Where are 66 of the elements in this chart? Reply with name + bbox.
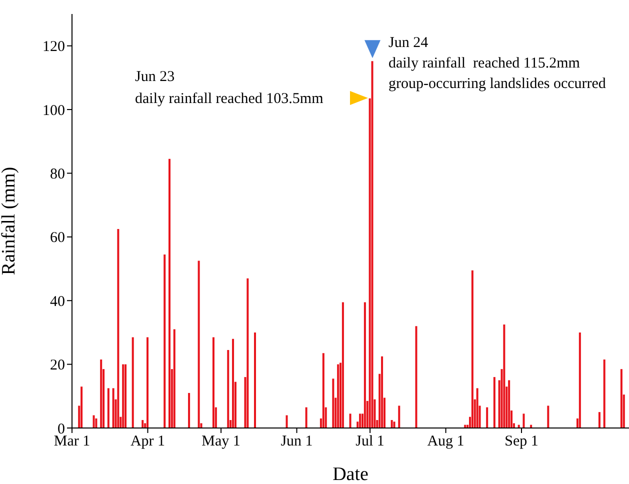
bar <box>476 388 478 428</box>
bar <box>124 364 127 428</box>
y-tick-label: 20 <box>50 358 65 374</box>
bar <box>227 350 230 428</box>
bar <box>471 270 474 428</box>
x-tick-label: May 1 <box>202 434 240 450</box>
bar <box>164 254 166 428</box>
x-tick-label: Jul 1 <box>356 434 384 450</box>
bar <box>322 353 324 428</box>
bar <box>398 406 400 428</box>
bar <box>332 378 334 428</box>
bar <box>359 414 362 428</box>
bar <box>246 278 249 428</box>
y-tick-label: 120 <box>42 39 65 56</box>
bar <box>508 380 510 428</box>
bar <box>371 61 374 428</box>
x-tick-label: Sep 1 <box>504 434 538 450</box>
x-tick-label: Jun 1 <box>280 434 313 450</box>
x-tick-label: Apr 1 <box>130 434 166 450</box>
bar <box>486 407 488 428</box>
bar <box>212 337 214 428</box>
bar <box>117 228 120 428</box>
bar <box>286 415 288 428</box>
bar <box>100 360 102 428</box>
y-axis-title: Rainfall (mm) <box>0 166 20 276</box>
bar <box>381 356 384 428</box>
y-tick-label: 80 <box>50 166 65 183</box>
bar <box>337 364 340 428</box>
bar <box>603 360 606 428</box>
bar <box>522 414 525 428</box>
bar <box>254 332 256 428</box>
bar <box>342 302 344 428</box>
bar <box>493 377 496 428</box>
bar <box>598 412 600 428</box>
bar <box>142 420 144 428</box>
x-tick-label: Mar 1 <box>54 434 90 450</box>
x-axis-title: Date <box>332 464 368 484</box>
bar <box>132 337 134 428</box>
bar <box>620 369 622 428</box>
bar <box>232 338 234 428</box>
bar <box>80 386 83 428</box>
bar <box>168 158 170 428</box>
bar <box>390 420 393 428</box>
bar <box>107 388 110 428</box>
bar <box>393 422 396 428</box>
y-tick-label: 40 <box>50 294 65 310</box>
y-tick-label: 60 <box>50 230 65 246</box>
x-tick-label: Aug 1 <box>427 434 464 450</box>
annotation: Jun 23 daily rainfall reached 103.5mm <box>135 69 324 107</box>
bar <box>122 364 124 428</box>
bar <box>349 414 352 428</box>
bar <box>415 326 418 428</box>
y-tick-label: 100 <box>42 102 65 119</box>
bar <box>188 392 190 428</box>
annotation: Jun 24 daily rainfall reached 115.2mm group-occurring landslides occurred <box>388 35 606 92</box>
bar <box>503 324 506 428</box>
bar <box>305 407 308 428</box>
bar <box>146 337 149 428</box>
bar <box>173 329 176 428</box>
bar <box>364 302 366 428</box>
bar <box>95 418 98 428</box>
bar <box>198 260 200 428</box>
bar <box>578 332 581 428</box>
bar <box>92 415 95 428</box>
bar <box>547 406 550 428</box>
bar <box>112 388 114 428</box>
